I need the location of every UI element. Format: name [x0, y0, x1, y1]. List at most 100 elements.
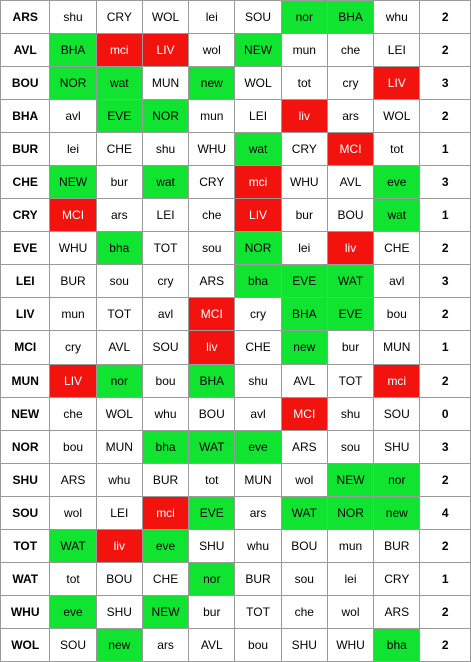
fixture-cell[interactable]: new: [95, 627, 143, 662]
fixture-cell[interactable]: whu: [141, 396, 190, 431]
fixture-cell[interactable]: nor: [373, 462, 421, 497]
fixture-cell[interactable]: bha: [95, 231, 143, 266]
team-code-cell[interactable]: AVL: [0, 33, 51, 68]
fixture-cell[interactable]: lei: [188, 0, 236, 35]
fixture-cell[interactable]: tot: [373, 132, 421, 167]
fixture-cell[interactable]: whu: [95, 462, 143, 497]
fixture-cell[interactable]: LEI: [234, 99, 282, 134]
fixture-cell[interactable]: WAT: [280, 495, 328, 530]
fixture-cell[interactable]: sou: [95, 264, 143, 299]
fixture-cell[interactable]: NEW: [234, 33, 282, 68]
fixture-cell[interactable]: CHE: [373, 231, 421, 266]
score-cell[interactable]: 1: [419, 561, 471, 596]
fixture-cell[interactable]: CRY: [280, 132, 328, 167]
fixture-cell[interactable]: shu: [234, 363, 282, 398]
fixture-cell[interactable]: BUR: [373, 528, 421, 563]
score-cell[interactable]: 2: [419, 594, 471, 629]
fixture-cell[interactable]: SHU: [188, 528, 236, 563]
fixture-cell[interactable]: shu: [141, 132, 190, 167]
fixture-cell[interactable]: new: [280, 330, 328, 365]
fixture-cell[interactable]: LIV: [373, 66, 421, 101]
fixture-cell[interactable]: SHU: [373, 429, 421, 464]
fixture-cell[interactable]: TOT: [326, 363, 375, 398]
fixture-cell[interactable]: wol: [49, 495, 97, 530]
team-code-cell[interactable]: LEI: [0, 264, 51, 299]
fixture-cell[interactable]: AVL: [326, 165, 375, 200]
fixture-cell[interactable]: TOT: [234, 594, 282, 629]
fixture-cell[interactable]: liv: [280, 99, 328, 134]
fixture-cell[interactable]: cry: [326, 66, 375, 101]
fixture-cell[interactable]: WHU: [188, 132, 236, 167]
fixture-cell[interactable]: tot: [49, 561, 97, 596]
fixture-cell[interactable]: WAT: [188, 429, 236, 464]
team-code-cell[interactable]: SHU: [0, 462, 51, 497]
fixture-cell[interactable]: BOU: [95, 561, 143, 596]
fixture-cell[interactable]: tot: [280, 66, 328, 101]
fixture-cell[interactable]: che: [49, 396, 97, 431]
fixture-cell[interactable]: TOT: [95, 297, 143, 332]
score-cell[interactable]: 2: [419, 528, 471, 563]
fixture-cell[interactable]: ARS: [280, 429, 328, 464]
fixture-cell[interactable]: cry: [49, 330, 97, 365]
fixture-cell[interactable]: WHU: [280, 165, 328, 200]
fixture-cell[interactable]: tot: [188, 462, 236, 497]
fixture-cell[interactable]: che: [326, 33, 375, 68]
fixture-cell[interactable]: MUN: [234, 462, 282, 497]
fixture-cell[interactable]: AVL: [280, 363, 328, 398]
fixture-cell[interactable]: ars: [95, 198, 143, 233]
team-code-cell[interactable]: CHE: [0, 165, 51, 200]
fixture-cell[interactable]: cry: [234, 297, 282, 332]
fixture-cell[interactable]: wat: [234, 132, 282, 167]
fixture-cell[interactable]: bou: [141, 363, 190, 398]
fixture-cell[interactable]: lei: [49, 132, 97, 167]
fixture-cell[interactable]: avl: [234, 396, 282, 431]
fixture-cell[interactable]: SHU: [280, 627, 328, 662]
score-cell[interactable]: 3: [419, 429, 471, 464]
score-cell[interactable]: 1: [419, 198, 471, 233]
team-code-cell[interactable]: BHA: [0, 99, 51, 134]
fixture-cell[interactable]: sou: [326, 429, 375, 464]
fixture-cell[interactable]: bou: [234, 627, 282, 662]
fixture-cell[interactable]: mci: [141, 495, 190, 530]
fixture-cell[interactable]: WHU: [326, 627, 375, 662]
score-cell[interactable]: 3: [419, 264, 471, 299]
fixture-cell[interactable]: cry: [141, 264, 190, 299]
fixture-cell[interactable]: wat: [141, 165, 190, 200]
fixture-cell[interactable]: wol: [188, 33, 236, 68]
fixture-cell[interactable]: ars: [141, 627, 190, 662]
fixture-cell[interactable]: eve: [141, 528, 190, 563]
fixture-cell[interactable]: SHU: [95, 594, 143, 629]
fixture-cell[interactable]: nor: [188, 561, 236, 596]
fixture-cell[interactable]: AVL: [188, 627, 236, 662]
fixture-cell[interactable]: eve: [49, 594, 97, 629]
fixture-cell[interactable]: SOU: [234, 0, 282, 35]
fixture-cell[interactable]: MUN: [95, 429, 143, 464]
fixture-cell[interactable]: avl: [49, 99, 97, 134]
team-code-cell[interactable]: BUR: [0, 132, 51, 167]
fixture-cell[interactable]: shu: [326, 396, 375, 431]
fixture-cell[interactable]: BUR: [49, 264, 97, 299]
fixture-cell[interactable]: ARS: [373, 594, 421, 629]
fixture-cell[interactable]: EVE: [280, 264, 328, 299]
team-code-cell[interactable]: EVE: [0, 231, 51, 266]
fixture-cell[interactable]: CHE: [234, 330, 282, 365]
fixture-cell[interactable]: NEW: [49, 165, 97, 200]
fixture-cell[interactable]: avl: [141, 297, 190, 332]
fixture-cell[interactable]: bur: [95, 165, 143, 200]
fixture-cell[interactable]: CHE: [141, 561, 190, 596]
fixture-cell[interactable]: NEW: [141, 594, 190, 629]
fixture-cell[interactable]: wat: [373, 198, 421, 233]
score-cell[interactable]: 2: [419, 462, 471, 497]
fixture-cell[interactable]: ars: [326, 99, 375, 134]
fixture-cell[interactable]: WOL: [373, 99, 421, 134]
fixture-cell[interactable]: EVE: [95, 99, 143, 134]
fixture-cell[interactable]: EVE: [326, 297, 375, 332]
score-cell[interactable]: 2: [419, 231, 471, 266]
score-cell[interactable]: 2: [419, 363, 471, 398]
fixture-cell[interactable]: che: [280, 594, 328, 629]
fixture-cell[interactable]: nor: [280, 0, 328, 35]
fixture-cell[interactable]: eve: [373, 165, 421, 200]
fixture-cell[interactable]: AVL: [95, 330, 143, 365]
fixture-cell[interactable]: LIV: [141, 33, 190, 68]
fixture-cell[interactable]: mci: [95, 33, 143, 68]
